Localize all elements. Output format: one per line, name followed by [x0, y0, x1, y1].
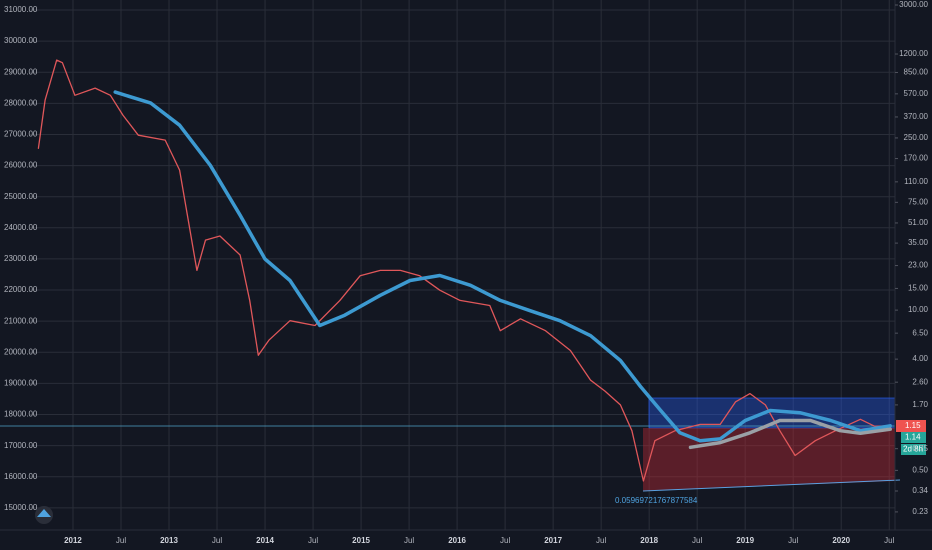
y2-tick-label: 15.00	[908, 284, 929, 293]
y2-tick-label: 0.34	[912, 486, 928, 495]
y-tick-label: 29000.00	[4, 67, 38, 76]
x-tick-label: Jul	[788, 536, 798, 545]
y2-tick-label: 570.00	[904, 89, 929, 98]
y2-tick-label: 850.00	[904, 68, 929, 77]
y2-tick-label: 3000.00	[899, 0, 928, 9]
x-tick-label: 2019	[736, 536, 754, 545]
y-tick-label: 26000.00	[4, 161, 38, 170]
x-tick-label: 2012	[64, 536, 82, 545]
y-tick-label: 19000.00	[4, 379, 38, 388]
x-tick-label: 2013	[160, 536, 178, 545]
annotation: 0.05969721767877584	[615, 496, 698, 505]
logo-icon	[37, 509, 51, 517]
x-tick-label: 2016	[448, 536, 466, 545]
y2-tick-label: 0.75	[912, 444, 928, 453]
countdown-label: 2d 8h	[903, 445, 923, 454]
x-tick-label: 2015	[352, 536, 370, 545]
y2-tick-label: 170.00	[904, 154, 929, 163]
countdown-tag	[901, 444, 926, 455]
y2-tick-label: 75.00	[908, 197, 929, 206]
x-tick-label: 2018	[640, 536, 658, 545]
y2-tick-label: 0.23	[912, 507, 928, 516]
series-line	[113, 90, 892, 443]
y2-tick-label: 1.70	[912, 400, 928, 409]
y2-tick-label: 1200.00	[899, 49, 928, 58]
price-tag	[901, 432, 926, 443]
x-tick-label: Jul	[212, 536, 222, 545]
price-tag-label: 1.15	[905, 421, 921, 430]
x-tick-label: Jul	[404, 536, 414, 545]
x-tick-label: Jul	[308, 536, 318, 545]
trend-line	[642, 479, 901, 492]
y2-tick-label: 6.50	[912, 328, 928, 337]
grid	[30, 0, 895, 530]
y-tick-label: 22000.00	[4, 285, 38, 294]
x-tick-label: Jul	[500, 536, 510, 545]
y-tick-label: 30000.00	[4, 36, 38, 45]
y2-tick-label: 10.00	[908, 305, 929, 314]
y2-tick-label: 250.00	[904, 133, 929, 142]
x-tick-label: 2014	[256, 536, 274, 545]
y-tick-label: 16000.00	[4, 472, 38, 481]
series-line	[37, 59, 891, 482]
x-tick-label: Jul	[596, 536, 606, 545]
y-tick-label: 17000.00	[4, 441, 38, 450]
y2-tick-label: 4.00	[912, 354, 928, 363]
y-tick-label: 27000.00	[4, 130, 38, 139]
y-tick-label: 23000.00	[4, 254, 38, 263]
y2-tick-label: 2.60	[912, 377, 928, 386]
x-tick-label: Jul	[692, 536, 702, 545]
series	[37, 59, 892, 482]
y2-tick-label: 23.00	[908, 261, 929, 270]
y-tick-label: 21000.00	[4, 316, 38, 325]
y2-tick-label: 110.00	[904, 177, 928, 186]
series-line	[688, 418, 892, 450]
x-tick-label: 2020	[832, 536, 850, 545]
x-tick-label: Jul	[884, 536, 894, 545]
x-tick-label: Jul	[116, 536, 126, 545]
y2-tick-label: 35.00	[908, 238, 929, 247]
price-tag-label: 1.14	[905, 433, 921, 442]
price-tag	[896, 420, 926, 432]
y-tick-label: 31000.00	[4, 5, 38, 14]
y2-tick-label: 0.50	[912, 465, 928, 474]
y2-tick-label: 370.00	[904, 112, 929, 121]
y-tick-label: 25000.00	[4, 192, 38, 201]
y2-tick-label: 51.00	[908, 218, 929, 227]
y-tick-label: 24000.00	[4, 223, 38, 232]
y-tick-label: 15000.00	[4, 503, 38, 512]
y-tick-label: 28000.00	[4, 98, 38, 107]
x-tick-label: 2017	[544, 536, 562, 545]
y-tick-label: 18000.00	[4, 410, 38, 419]
y-tick-label: 20000.00	[4, 347, 38, 356]
